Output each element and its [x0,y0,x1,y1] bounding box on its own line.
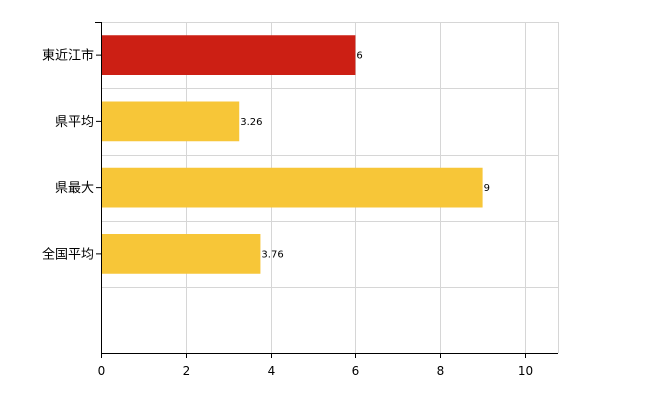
x-tick-label-2: 4 [268,364,276,378]
data-label-1: 3.26 [240,117,262,128]
data-label-3: 3.76 [261,249,283,260]
y-tick-label-0: 東近江市 [42,48,94,64]
bar-0 [101,35,356,75]
bar-3 [101,234,261,274]
y-tick-label-3: 全国平均 [42,246,94,262]
y-tick-label-1: 県平均 [55,115,94,130]
x-tick-label-3: 6 [352,364,360,378]
bar-1 [101,101,240,142]
data-label-2: 9 [484,183,490,194]
data-label-0: 6 [356,51,362,62]
x-tick-label-0: 0 [98,364,106,378]
x-tick-label-4: 8 [437,364,445,378]
y-tick-label-2: 県最大 [55,181,94,196]
bar-2 [101,167,483,208]
x-tick-label-5: 10 [518,364,533,378]
x-tick-label-1: 2 [183,364,191,378]
